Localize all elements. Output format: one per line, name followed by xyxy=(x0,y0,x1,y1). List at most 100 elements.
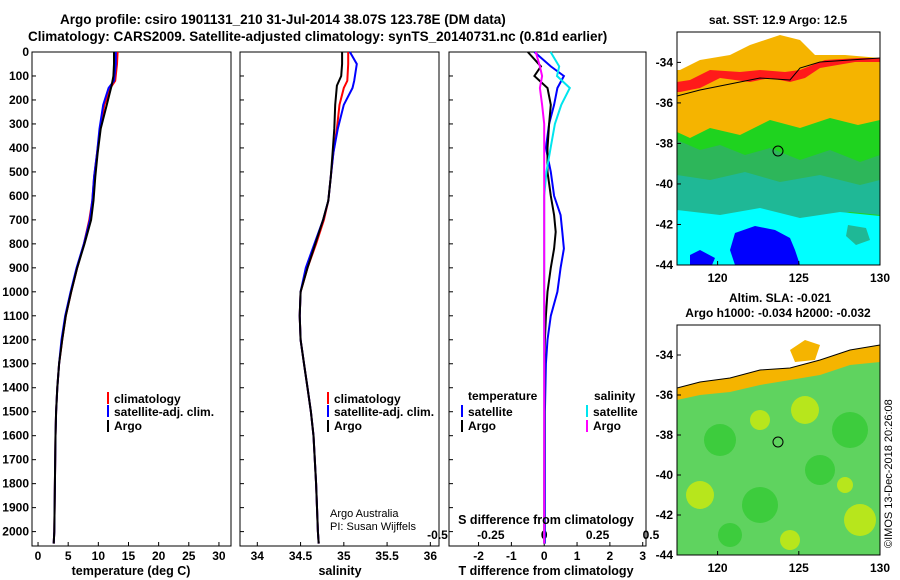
y-tick-label: 1500 xyxy=(2,405,29,419)
salinity-legend: climatology satellite-adj. clim. Argo xyxy=(327,392,434,433)
salinity-axes-box xyxy=(239,51,440,547)
y-tick-label: 1300 xyxy=(2,357,29,371)
y-tick-label: 1000 xyxy=(2,285,29,299)
sla-map-ticks: 120 125 130 -34 -36 -38 -40 -42 -44 xyxy=(656,348,891,575)
y-tick-label: -36 xyxy=(656,388,674,402)
difference-top-label: S difference from climatology xyxy=(458,513,634,527)
y-tick-label: -36 xyxy=(656,96,674,110)
difference-legend-salinity: salinity satellite Argo xyxy=(586,389,638,433)
legend-label-argo: Argo xyxy=(114,419,142,433)
salinity-ticks: 34 34.5 35 35.5 36 xyxy=(240,51,437,563)
legend-label-s-argo: Argo xyxy=(593,419,621,433)
y-tick-label: -44 xyxy=(656,548,674,562)
s-tick-label: 0.25 xyxy=(586,528,610,542)
y-tick-label: 300 xyxy=(9,117,29,131)
y-tick-label: 2000 xyxy=(2,525,29,539)
x-tick-label: 125 xyxy=(789,271,809,285)
legend-title-salinity: salinity xyxy=(594,389,636,403)
sla-map-panel: Altim. SLA: -0.021 Argo h1000: -0.034 h2… xyxy=(656,291,891,575)
series-line-argo xyxy=(52,52,115,544)
pi-text: PI: Susan Wijffels xyxy=(330,521,416,533)
series-line-climatology xyxy=(298,52,350,544)
sla-map-subtitle: Argo h1000: -0.034 h2000: -0.032 xyxy=(685,306,871,320)
temperature-legend: climatology satellite-adj. clim. Argo xyxy=(107,392,214,433)
imos-watermark: ©IMOS 13-Dec-2018 20:26:08 xyxy=(883,399,895,548)
y-tick-label: -40 xyxy=(656,468,674,482)
temperature-axes-box xyxy=(31,51,232,547)
y-tick-label: -34 xyxy=(656,348,674,362)
s-tick-label: -0.5 xyxy=(427,528,448,542)
series-line-satellite-adj--clim- xyxy=(298,51,358,544)
y-tick-label: 0 xyxy=(22,45,29,59)
y-tick-label: 600 xyxy=(9,189,29,203)
x-tick-label: 34.5 xyxy=(289,549,313,563)
legend-label-climatology: climatology xyxy=(114,392,181,406)
series-line-t-satellite xyxy=(533,51,566,544)
sst-map-frame xyxy=(676,31,881,266)
y-tick-label: 1900 xyxy=(2,501,29,515)
sst-map-image xyxy=(677,32,880,265)
x-tick-label: 120 xyxy=(708,271,728,285)
y-tick-label: 900 xyxy=(9,261,29,275)
s-tick-label: -0.25 xyxy=(477,528,505,542)
y-tick-label: 1600 xyxy=(2,429,29,443)
salinity-panel: 34 34.5 35 35.5 36 salinity climatology sate… xyxy=(239,51,440,578)
y-tick-label: -34 xyxy=(656,55,674,69)
temperature-ticks: 0100200300400500600700800900100011001200… xyxy=(2,45,226,563)
sst-map-title: sat. SST: 12.9 Argo: 12.5 xyxy=(709,13,848,27)
x-tick-label: 5 xyxy=(65,549,72,563)
x-tick-label: 25 xyxy=(182,549,196,563)
series-line-argo xyxy=(298,52,344,544)
x-tick-label: 35.5 xyxy=(375,549,399,563)
salinity-profiles xyxy=(298,51,358,544)
legend-label-t-satellite: satellite xyxy=(468,405,513,419)
y-tick-label: 500 xyxy=(9,165,29,179)
y-tick-label: 800 xyxy=(9,237,29,251)
title-line-1: Argo profile: csiro 1901131_210 31-Jul-2… xyxy=(60,12,506,27)
x-tick-label: 125 xyxy=(789,561,809,575)
y-tick-label: 100 xyxy=(9,69,29,83)
x-tick-label: 34 xyxy=(251,549,265,563)
y-tick-label: -44 xyxy=(656,258,674,272)
x-tick-label: 0 xyxy=(541,549,548,563)
sst-argo-marker xyxy=(772,145,784,157)
x-tick-label: 20 xyxy=(152,549,166,563)
x-tick-label: 10 xyxy=(92,549,106,563)
x-tick-label: 0 xyxy=(35,549,42,563)
y-tick-label: -40 xyxy=(656,177,674,191)
y-tick-label: 200 xyxy=(9,93,29,107)
x-tick-label: 15 xyxy=(122,549,136,563)
legend-label-argo: Argo xyxy=(334,419,362,433)
legend-label-s-satellite: satellite xyxy=(593,405,638,419)
difference-profiles xyxy=(527,51,572,544)
x-tick-label: 1 xyxy=(574,549,581,563)
series-line-s-argo xyxy=(534,51,546,544)
temperature-profiles xyxy=(52,51,119,544)
y-tick-label: -38 xyxy=(656,428,674,442)
difference-legend-temperature: temperature satellite Argo xyxy=(461,389,538,433)
sla-map-image xyxy=(677,325,880,555)
sst-map-panel: sat. SST: 12.9 Argo: 12.5 120 125 130 -34 -3… xyxy=(656,13,891,285)
temperature-panel: 0100200300400500600700800900100011001200… xyxy=(2,45,232,578)
y-tick-label: 700 xyxy=(9,213,29,227)
salinity-xlabel: salinity xyxy=(318,564,361,578)
difference-panel: -2 -1 0 1 2 3-0.5 -0.25 0 0.25 0.5 T difference f… xyxy=(427,51,660,578)
legend-label-satellite: satellite-adj. clim. xyxy=(334,405,434,419)
difference-axes-box xyxy=(448,51,647,547)
sla-argo-marker xyxy=(772,436,784,448)
x-tick-label: 2 xyxy=(607,549,614,563)
series-line-t-argo xyxy=(527,51,557,544)
temperature-xlabel: temperature (deg C) xyxy=(72,564,191,578)
y-tick-label: -38 xyxy=(656,136,674,150)
x-tick-label: 3 xyxy=(639,549,646,563)
y-tick-label: 400 xyxy=(9,141,29,155)
legend-label-t-argo: Argo xyxy=(468,419,496,433)
x-tick-label: -2 xyxy=(473,549,484,563)
s-tick-label: 0.5 xyxy=(643,528,660,542)
x-tick-label: 35 xyxy=(337,549,351,563)
sst-map-ticks: 120 125 130 -34 -36 -38 -40 -42 -44 xyxy=(656,55,891,285)
y-tick-label: -42 xyxy=(656,217,674,231)
difference-xlabel: T difference from climatology xyxy=(458,564,633,578)
x-tick-label: -1 xyxy=(506,549,517,563)
